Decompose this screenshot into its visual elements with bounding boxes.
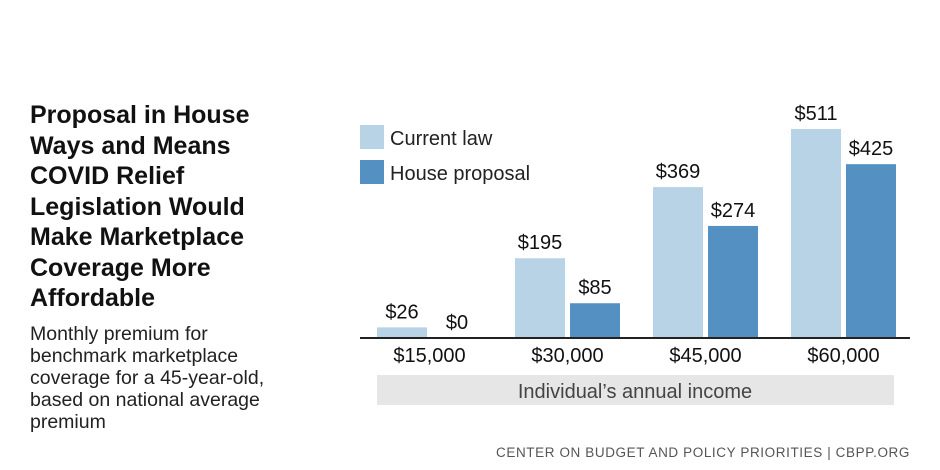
- source-credit: CENTER ON BUDGET AND POLICY PRIORITIES |…: [496, 445, 910, 460]
- bar-current-law-1: [515, 258, 565, 338]
- data-label-current-law-3: $511: [794, 103, 837, 125]
- x-tick-label-1: $30,000: [531, 345, 603, 367]
- bars-group: $26 $0 $195 $85 $369 $274 $511 $425: [377, 103, 896, 338]
- x-tick-label-2: $45,000: [669, 345, 741, 367]
- x-axis-title-band: [377, 375, 894, 405]
- x-axis-title: Individual’s annual income: [518, 381, 752, 403]
- legend-label-house-proposal: House proposal: [390, 163, 530, 185]
- bar-current-law-0: [377, 327, 427, 338]
- bar-house-proposal-2: [708, 225, 758, 338]
- data-label-current-law-1: $195: [518, 232, 563, 254]
- data-label-current-law-2: $369: [656, 161, 701, 183]
- legend-label-current-law: Current law: [390, 128, 493, 150]
- x-tick-label-0: $15,000: [393, 345, 465, 367]
- data-label-current-law-0: $26: [385, 301, 418, 323]
- bar-house-proposal-1: [570, 303, 620, 338]
- x-tick-label-3: $60,000: [807, 345, 879, 367]
- legend-swatch-house-proposal: [360, 160, 384, 184]
- bar-current-law-2: [653, 187, 703, 338]
- chart-subtitle: Monthly premium for benchmark marketplac…: [30, 323, 265, 433]
- data-label-house-proposal-2: $274: [711, 200, 756, 222]
- bar-house-proposal-3: [846, 164, 896, 338]
- legend: Current law House proposal: [360, 125, 530, 185]
- data-label-house-proposal-3: $425: [849, 138, 894, 160]
- chart-title: Proposal in House Ways and Means COVID R…: [30, 101, 250, 312]
- data-label-house-proposal-1: $85: [578, 277, 611, 299]
- bar-current-law-3: [791, 129, 841, 338]
- legend-swatch-current-law: [360, 125, 384, 149]
- x-tick-labels: $15,000 $30,000 $45,000 $60,000: [393, 345, 879, 367]
- data-label-house-proposal-0: $0: [446, 312, 468, 334]
